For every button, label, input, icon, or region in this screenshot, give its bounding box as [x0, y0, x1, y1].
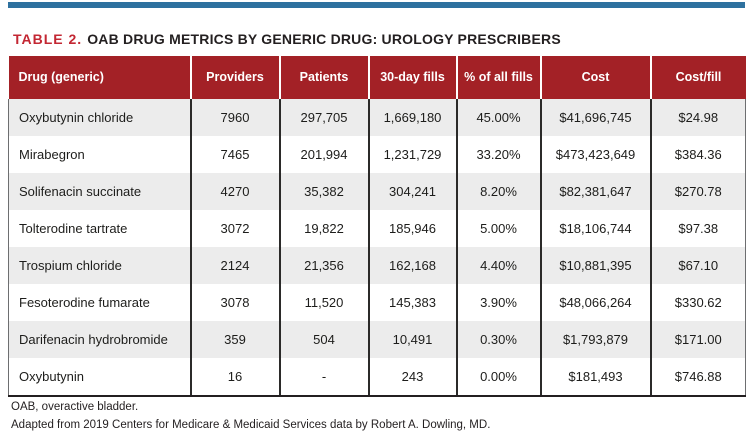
table-cell: $48,066,264 — [539, 284, 651, 321]
table-cell: $270.78 — [649, 173, 746, 210]
table-cell: 243 — [367, 358, 457, 397]
table-cell: 1,669,180 — [367, 99, 457, 136]
table-cell: - — [278, 358, 369, 397]
table-cell: 4270 — [189, 173, 280, 210]
footnote-source: Adapted from 2019 Centers for Medicare &… — [11, 418, 491, 431]
table-row: Fesoterodine fumarate 3078 11,520 145,383 3.… — [8, 284, 746, 321]
table-cell: 10,491 — [367, 321, 457, 358]
table-row: Solifenacin succinate 4270 35,382 304,241 8.… — [8, 173, 746, 210]
table-cell: 297,705 — [278, 99, 369, 136]
table-cell: Fesoterodine fumarate — [8, 284, 191, 321]
column-header: Cost — [539, 56, 651, 99]
table-cell: 0.30% — [455, 321, 541, 358]
column-header: % of all fills — [455, 56, 541, 99]
table-cell: 1,231,729 — [367, 136, 457, 173]
table-cell: 3078 — [189, 284, 280, 321]
table-cell: 201,994 — [278, 136, 369, 173]
table-cell: $24.98 — [649, 99, 746, 136]
table-cell: 45.00% — [455, 99, 541, 136]
table-cell: 359 — [189, 321, 280, 358]
table-cell: 7960 — [189, 99, 280, 136]
table-cell: $82,381,647 — [539, 173, 651, 210]
table-row: Trospium chloride 2124 21,356 162,168 4.40% $… — [8, 247, 746, 284]
table-title-text: OAB DRUG METRICS BY GENERIC DRUG: UROLOG… — [87, 31, 561, 47]
table-body: Oxybutynin chloride 7960 297,705 1,669,180 4… — [8, 99, 746, 397]
page-title: TABLE 2. OAB DRUG METRICS BY GENERIC DRUG… — [13, 31, 561, 47]
table-cell: 145,383 — [367, 284, 457, 321]
column-header: Cost/fill — [649, 56, 746, 99]
table-cell: 35,382 — [278, 173, 369, 210]
table-cell: 4.40% — [455, 247, 541, 284]
table-cell: $171.00 — [649, 321, 746, 358]
footnote-abbreviation: OAB, overactive bladder. — [11, 401, 139, 413]
column-header: Drug (generic) — [8, 56, 191, 99]
table-number-label: TABLE 2. — [13, 31, 83, 47]
table-cell: Tolterodine tartrate — [8, 210, 191, 247]
table-cell: 33.20% — [455, 136, 541, 173]
table-cell: 185,946 — [367, 210, 457, 247]
table-cell: Trospium chloride — [8, 247, 191, 284]
table-cell: 304,241 — [367, 173, 457, 210]
column-header: 30-day fills — [367, 56, 457, 99]
table-cell: $181,493 — [539, 358, 651, 397]
table-cell: 19,822 — [278, 210, 369, 247]
table-cell: 0.00% — [455, 358, 541, 397]
header-row: Drug (generic) Providers Patients 30-day fi… — [8, 56, 746, 99]
table-cell: Oxybutynin — [8, 358, 191, 397]
table-cell: 3.90% — [455, 284, 541, 321]
table-cell: $67.10 — [649, 247, 746, 284]
data-table: Drug (generic) Providers Patients 30-day fi… — [8, 56, 746, 397]
table-cell: $330.62 — [649, 284, 746, 321]
table-row: Tolterodine tartrate 3072 19,822 185,946 5.0… — [8, 210, 746, 247]
table-cell: $41,696,745 — [539, 99, 651, 136]
table-cell: 2124 — [189, 247, 280, 284]
table-row: Oxybutynin 16-243 0.00% $181,493 $746.88 — [8, 358, 746, 397]
table-cell: 8.20% — [455, 173, 541, 210]
footnotes: OAB, overactive bladder. Adapted from 20… — [11, 399, 490, 434]
table-cell: Mirabegron — [8, 136, 191, 173]
table-cell: 21,356 — [278, 247, 369, 284]
table-cell: $10,881,395 — [539, 247, 651, 284]
column-header: Patients — [278, 56, 369, 99]
table-cell: Darifenacin hydrobromide — [8, 321, 191, 358]
table-row: Oxybutynin chloride 7960 297,705 1,669,180 4… — [8, 99, 746, 136]
table-cell: $473,423,649 — [539, 136, 651, 173]
table-cell: $384.36 — [649, 136, 746, 173]
table-cell: $18,106,744 — [539, 210, 651, 247]
table-cell: $746.88 — [649, 358, 746, 397]
table-cell: 16 — [189, 358, 280, 397]
table-row: Mirabegron 7465 201,994 1,231,729 33.20% $473… — [8, 136, 746, 173]
accent-bar — [8, 2, 745, 8]
column-header: Providers — [189, 56, 280, 99]
table-cell: 5.00% — [455, 210, 541, 247]
table-cell: 11,520 — [278, 284, 369, 321]
table-cell: $97.38 — [649, 210, 746, 247]
table-row: Darifenacin hydrobromide 359 504 10,491 0.30… — [8, 321, 746, 358]
table-cell: 3072 — [189, 210, 280, 247]
table-cell: $1,793,879 — [539, 321, 651, 358]
table-cell: 504 — [278, 321, 369, 358]
table-cell: Oxybutynin chloride — [8, 99, 191, 136]
table-cell: Solifenacin succinate — [8, 173, 191, 210]
table-cell: 7465 — [189, 136, 280, 173]
table-cell: 162,168 — [367, 247, 457, 284]
